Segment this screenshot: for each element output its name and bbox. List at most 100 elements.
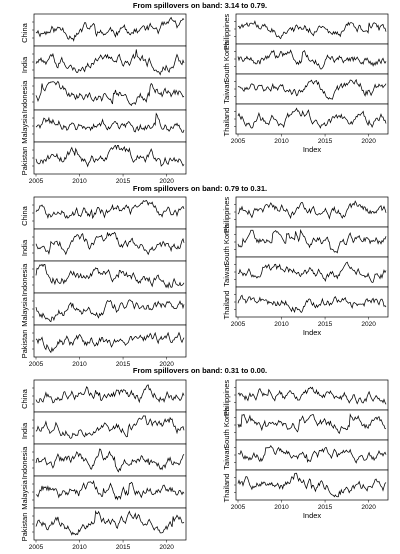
band3-pakistan-panel-series-line — [35, 510, 185, 536]
band3-right-x-tick-label-2010: 2010 — [274, 504, 289, 511]
band1-left-x-tick-label-2020: 2020 — [159, 178, 174, 185]
band2-taiwan-label: Taiwan — [222, 263, 231, 286]
band3-thailand-panel-series-line — [237, 472, 387, 498]
band3-india-panel-series-line — [35, 415, 185, 439]
band2-right-x-tick-label-2010: 2010 — [274, 321, 289, 328]
band1-south-korea-label: South Korea — [222, 40, 231, 83]
band1-malaysia-panel-series-line — [35, 112, 185, 134]
band1-thailand-panel — [235, 103, 389, 135]
band3-indonesia-label: Indonesia — [20, 446, 29, 479]
band3-left-x-tick-label-2015: 2015 — [116, 544, 131, 550]
band3-china-label: China — [20, 388, 29, 408]
band2-philippines-panel-series-line — [237, 200, 387, 220]
band3-taiwan-panel — [235, 439, 389, 471]
band1-right-x-tick-label-2005: 2005 — [231, 138, 246, 145]
band3-taiwan-label: Taiwan — [222, 446, 231, 469]
band3-thailand-panel — [235, 469, 389, 501]
band3-right-x-tick-label-2020: 2020 — [361, 504, 376, 511]
band2-right-x-axis-label: Index — [303, 328, 322, 337]
band3-right-x-tick-label-2015: 2015 — [318, 504, 333, 511]
band1-china-panel-series-line — [35, 16, 185, 42]
band1-taiwan-panel — [235, 73, 389, 105]
band3-indonesia-panel — [33, 443, 187, 477]
band1-philippines-label: Philippines — [222, 14, 231, 51]
band1-pakistan-panel — [33, 141, 187, 175]
band1-right-x-axis-label: Index — [303, 145, 322, 154]
band1-indonesia-panel-series-line — [35, 80, 185, 107]
band3-philippines-panel-series-line — [237, 386, 387, 405]
band2-south-korea-label: South Korea — [222, 223, 231, 266]
band2-right-x-tick-label-2020: 2020 — [361, 321, 376, 328]
band2-malaysia-label: Malaysia — [20, 296, 29, 326]
band1-thailand-panel-series-line — [237, 107, 387, 129]
band2-left-x-tick-label-2015: 2015 — [116, 361, 131, 368]
band3-title: From spillovers on band: 0.31 to 0.00. — [133, 366, 267, 375]
band2-pakistan-panel-series-line — [35, 331, 185, 354]
band2-right-x-tick-label-2015: 2015 — [318, 321, 333, 328]
band2-thailand-panel — [235, 286, 389, 318]
band3-left-x-tick-label-2010: 2010 — [72, 544, 87, 550]
band1-right-x-tick-label-2015: 2015 — [318, 138, 333, 145]
band2-indonesia-panel — [33, 260, 187, 294]
band3-malaysia-panel — [33, 475, 187, 509]
band1-thailand-label: Thailand — [222, 108, 231, 137]
band3-malaysia-panel-series-line — [35, 479, 185, 501]
band2-india-label: India — [20, 239, 29, 256]
band2-left-x-tick-label-2010: 2010 — [72, 361, 87, 368]
band2-thailand-label: Thailand — [222, 291, 231, 320]
band1-pakistan-label: Pakistan — [20, 147, 29, 176]
band1-china-label: China — [20, 22, 29, 42]
band3-left-x-tick-label-2020: 2020 — [159, 544, 174, 550]
band3-china-panel-series-line — [35, 384, 185, 404]
band2-left-x-tick-label-2005: 2005 — [29, 361, 44, 368]
band2-china-panel-series-line — [35, 199, 185, 220]
band1-india-panel — [33, 45, 187, 79]
band1-left-x-tick-label-2010: 2010 — [72, 178, 87, 185]
band3-india-panel — [33, 411, 187, 445]
band3-india-label: India — [20, 422, 29, 439]
band1-south-korea-panel-series-line — [237, 49, 387, 70]
band1-taiwan-label: Taiwan — [222, 80, 231, 103]
band2-malaysia-panel — [33, 292, 187, 326]
band3-thailand-label: Thailand — [222, 474, 231, 503]
band2-indonesia-label: Indonesia — [20, 263, 29, 296]
band3-south-korea-label: South Korea — [222, 406, 231, 449]
band1-philippines-panel-series-line — [237, 20, 387, 40]
band1-philippines-panel — [235, 13, 389, 45]
band2-india-panel-series-line — [35, 231, 185, 256]
band1-malaysia-label: Malaysia — [20, 113, 29, 143]
band1-indonesia-label: Indonesia — [20, 80, 29, 113]
band3-south-korea-panel-series-line — [237, 413, 387, 435]
band3-malaysia-label: Malaysia — [20, 479, 29, 509]
band3-philippines-panel — [235, 379, 389, 411]
band1-right-x-tick-label-2010: 2010 — [274, 138, 289, 145]
band2-philippines-label: Philippines — [222, 197, 231, 234]
band3-pakistan-panel — [33, 507, 187, 541]
band2-title: From spillovers on band: 0.79 to 0.31. — [133, 184, 267, 193]
band2-indonesia-panel-series-line — [35, 263, 185, 289]
band1-right-x-tick-label-2020: 2020 — [361, 138, 376, 145]
band2-china-label: China — [20, 205, 29, 225]
band1-india-label: India — [20, 56, 29, 73]
band3-taiwan-panel-series-line — [238, 444, 387, 464]
band3-left-x-tick-label-2005: 2005 — [29, 544, 44, 550]
band2-pakistan-label: Pakistan — [20, 330, 29, 359]
band3-right-x-tick-label-2005: 2005 — [231, 504, 246, 511]
band3-philippines-label: Philippines — [222, 380, 231, 417]
band1-india-panel-series-line — [35, 49, 185, 76]
band2-left-x-tick-label-2020: 2020 — [159, 361, 174, 368]
band3-pakistan-label: Pakistan — [20, 513, 29, 542]
band1-pakistan-panel-series-line — [35, 144, 185, 168]
band1-title: From spillovers on band: 3.14 to 0.79. — [133, 1, 267, 10]
band2-india-panel — [33, 228, 187, 262]
band1-china-panel — [33, 13, 187, 47]
band3-right-x-axis-label: Index — [303, 511, 322, 520]
band2-south-korea-panel-series-line — [237, 228, 387, 254]
band2-taiwan-panel — [235, 256, 389, 288]
band2-right-x-tick-label-2005: 2005 — [231, 321, 246, 328]
band1-left-x-tick-label-2015: 2015 — [116, 178, 131, 185]
band1-left-x-tick-label-2005: 2005 — [29, 178, 44, 185]
band1-taiwan-panel-series-line — [237, 78, 387, 100]
